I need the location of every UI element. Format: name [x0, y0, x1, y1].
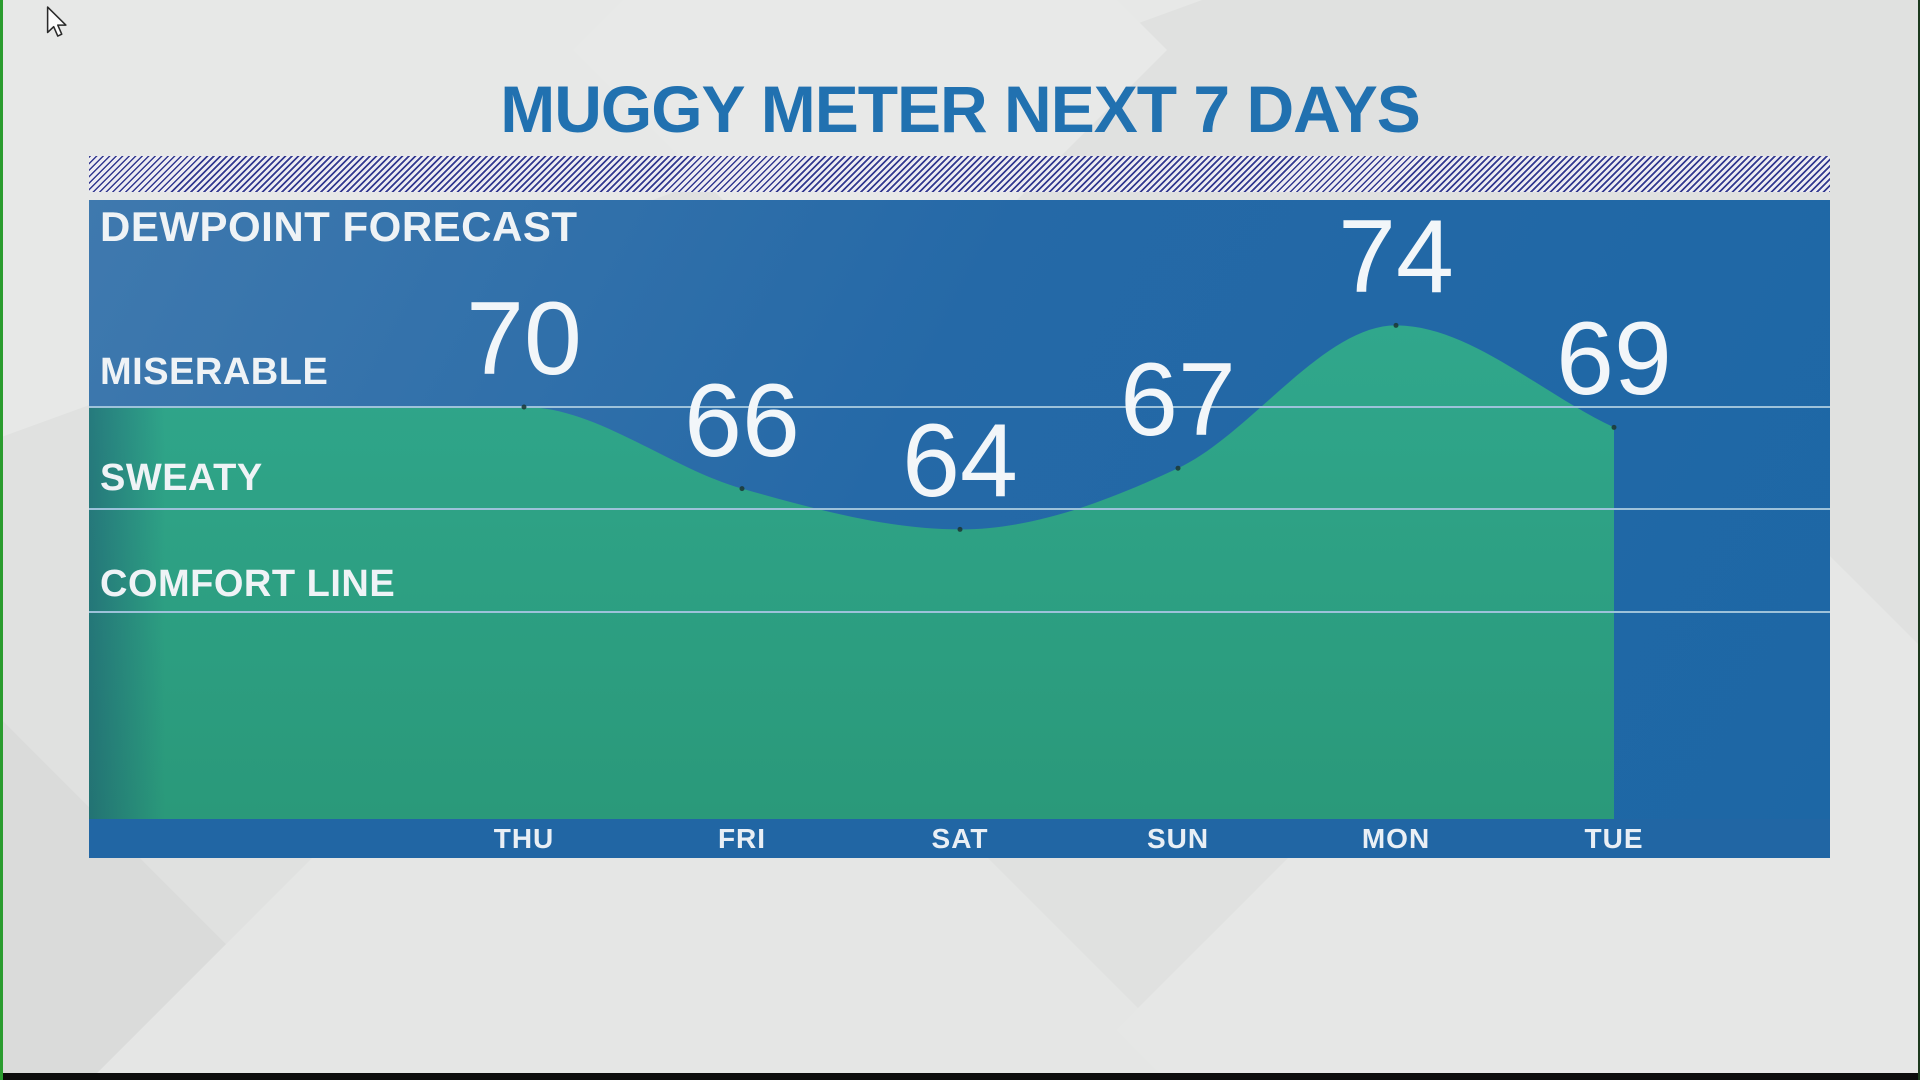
dewpoint-area-chart [89, 322, 1830, 819]
chart-plot-area: DEWPOINT FORECAST MISERABLE SWEATY COMFO… [89, 200, 1830, 819]
threshold-label-sweaty: SWEATY [100, 457, 263, 499]
screen-edge-right [1918, 0, 1920, 1080]
dewpoint-value-mon: 74 [1338, 200, 1454, 316]
chart-title: MUGGY METER NEXT 7 DAYS [500, 72, 1421, 146]
mouse-cursor-icon [46, 6, 67, 37]
data-point-tick [957, 526, 963, 532]
day-label-sat: SAT [931, 822, 989, 854]
day-label-sun: SUN [1146, 822, 1210, 854]
data-point-tick [521, 404, 527, 410]
area-left-shading [89, 325, 1614, 819]
x-axis-day-bar: THU FRI SAT SUN MON TUE [89, 819, 1830, 858]
data-point-ticks [521, 322, 1617, 532]
data-point-tick [1393, 322, 1399, 328]
dewpoint-value-tue: 69 [1556, 301, 1672, 418]
threshold-label-miserable: MISERABLE [100, 351, 329, 393]
panel-subtitle: DEWPOINT FORECAST [100, 203, 578, 250]
day-label-thu: THU [493, 822, 555, 854]
data-point-tick [1611, 424, 1617, 430]
dewpoint-value-fri: 66 [684, 362, 800, 479]
day-label-tue: TUE [1584, 822, 1644, 854]
dewpoint-value-thu: 70 [466, 281, 582, 397]
dewpoint-chart-panel: DEWPOINT FORECAST MISERABLE SWEATY COMFO… [89, 200, 1830, 858]
dewpoint-value-sat: 64 [902, 403, 1018, 520]
screen-edge-left [0, 0, 3, 1080]
data-point-tick [739, 486, 745, 492]
threshold-label-comfort: COMFORT LINE [100, 563, 396, 605]
day-label-fri: FRI [717, 822, 767, 854]
data-point-tick [1175, 465, 1181, 471]
hatch-divider-bar [89, 156, 1830, 192]
screen-edge-bottom [0, 1073, 1920, 1080]
day-label-mon: MON [1361, 822, 1431, 854]
dewpoint-value-sun: 67 [1120, 342, 1236, 459]
